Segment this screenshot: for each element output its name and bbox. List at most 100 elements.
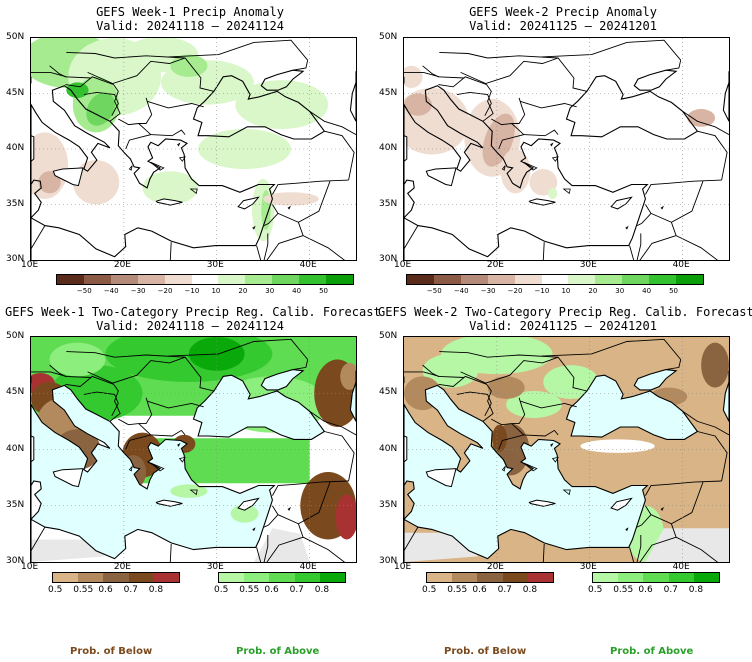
panel2-lon-label: 30E xyxy=(579,260,597,270)
colorbar-tick-label: −40 xyxy=(453,287,469,295)
dry-anomaly-italy-core xyxy=(404,93,432,116)
coastline-3 xyxy=(349,71,356,122)
wet-anomaly-aegean xyxy=(142,171,199,205)
colorbar-swatch xyxy=(427,573,453,582)
country-border-11 xyxy=(324,130,355,181)
country-border-16 xyxy=(629,245,635,260)
island-2 xyxy=(52,167,84,187)
colorbar-swatch xyxy=(53,573,79,582)
panel3-map-svg xyxy=(31,337,356,562)
country-border-8 xyxy=(168,39,309,61)
small-island-2 xyxy=(178,456,186,463)
panel1-valid-text: Valid: 20241118 – 20241124 xyxy=(96,19,284,33)
caspian-sea xyxy=(350,370,356,422)
coastline-2 xyxy=(633,369,678,391)
above-normal-cyprus-sea xyxy=(230,504,259,523)
colorbar-tick-label: −20 xyxy=(157,287,173,295)
colorbar-swatch xyxy=(164,275,192,284)
country-border-16 xyxy=(256,245,262,260)
panel2-lat-label: 35N xyxy=(379,198,398,209)
colorbar-swatch xyxy=(326,275,353,284)
colorbar-swatch xyxy=(272,275,300,284)
country-border-6 xyxy=(523,129,559,137)
panel3-prob-below-label: Prob. of Below xyxy=(70,646,153,657)
colorbar-swatch xyxy=(128,573,154,582)
panel4-valid-text: Valid: 20241125 – 20241201 xyxy=(469,319,657,333)
wet-anomaly-dodecanese xyxy=(547,187,558,199)
country-border-1 xyxy=(460,57,559,84)
colorbar-swatch xyxy=(477,573,503,582)
panel3-valid-text: Valid: 20241118 – 20241124 xyxy=(96,319,284,333)
country-border-20 xyxy=(404,225,419,250)
coastline-3 xyxy=(722,71,729,122)
colorbar-tick-label: 40 xyxy=(292,287,302,295)
coastline-2 xyxy=(633,69,678,91)
small-island-1 xyxy=(550,442,554,447)
colorbar-tick-label: 40 xyxy=(642,287,652,295)
panel4-lat-label: 50N xyxy=(379,331,398,341)
country-border-1 xyxy=(87,57,186,84)
country-border-16 xyxy=(629,547,635,562)
country-border-5 xyxy=(491,418,525,450)
colorbar-swatch xyxy=(460,275,488,284)
dry-anomaly-alps xyxy=(404,65,423,88)
country-border-22 xyxy=(404,371,440,377)
country-border-0 xyxy=(439,51,588,92)
country-border-6 xyxy=(150,129,186,137)
panel2-map-svg xyxy=(404,38,729,260)
country-border-18 xyxy=(675,235,718,260)
country-border-9 xyxy=(292,359,309,371)
above-normal-aegean-sea xyxy=(170,484,208,498)
panel4-map xyxy=(403,336,730,563)
sea-of-azov xyxy=(634,369,677,390)
country-border-19 xyxy=(169,543,172,562)
panel1-map xyxy=(30,37,357,261)
black-sea xyxy=(193,375,325,440)
small-island-1 xyxy=(177,442,181,447)
country-border-4 xyxy=(146,100,204,109)
island-1 xyxy=(610,196,633,210)
panel2-lat-label: 45N xyxy=(379,87,398,98)
colorbar-swatch xyxy=(219,573,245,582)
panel1-lon-label: 20E xyxy=(113,260,131,270)
coastline-1 xyxy=(565,75,699,140)
colorbar-tick-label: 0.6 xyxy=(638,585,653,595)
country-border-0 xyxy=(66,351,215,392)
panel4-lon-label: 40E xyxy=(672,562,690,572)
country-border-14 xyxy=(650,181,704,223)
panel3-map xyxy=(30,336,357,563)
colorbar-tick-label: −40 xyxy=(103,287,119,295)
country-border-19 xyxy=(542,543,545,562)
small-island-3 xyxy=(523,462,538,472)
colorbar-tick-label: 0.8 xyxy=(688,585,704,595)
country-border-15 xyxy=(266,523,304,562)
colorbar-swatch xyxy=(245,275,273,284)
wet-anomaly-black-sea xyxy=(235,80,329,130)
colorbar-tick-label: 0.6 xyxy=(98,585,113,595)
island-0 xyxy=(155,499,183,507)
mediterranean-sea xyxy=(31,385,275,562)
country-border-14 xyxy=(277,181,331,223)
country-border-4 xyxy=(146,400,204,409)
colorbar-swatch xyxy=(299,275,327,284)
island-2 xyxy=(425,468,457,488)
country-border-2 xyxy=(438,76,494,122)
colorbar-tick-label: 10 xyxy=(561,287,571,295)
country-border-17 xyxy=(263,233,269,260)
mediterranean-sea xyxy=(404,385,648,562)
colorbar-swatch xyxy=(593,573,619,582)
country-border-13 xyxy=(636,204,652,227)
colorbar-swatch xyxy=(595,275,623,284)
coastline-0 xyxy=(31,85,276,260)
colorbar-swatch xyxy=(218,275,246,284)
country-border-8 xyxy=(541,39,682,61)
panel2-title-text: GEFS Week-2 Precip Anomaly xyxy=(469,5,657,19)
country-border-9 xyxy=(292,60,309,71)
coastline-0 xyxy=(404,384,649,562)
colorbar-swatch xyxy=(407,275,434,284)
panel4-prob-below-label: Prob. of Below xyxy=(444,646,527,657)
panel1-lat-label: 40N xyxy=(6,143,25,153)
small-island-4 xyxy=(189,489,198,496)
island-1 xyxy=(237,497,260,511)
colorbar-swatch xyxy=(191,275,219,284)
